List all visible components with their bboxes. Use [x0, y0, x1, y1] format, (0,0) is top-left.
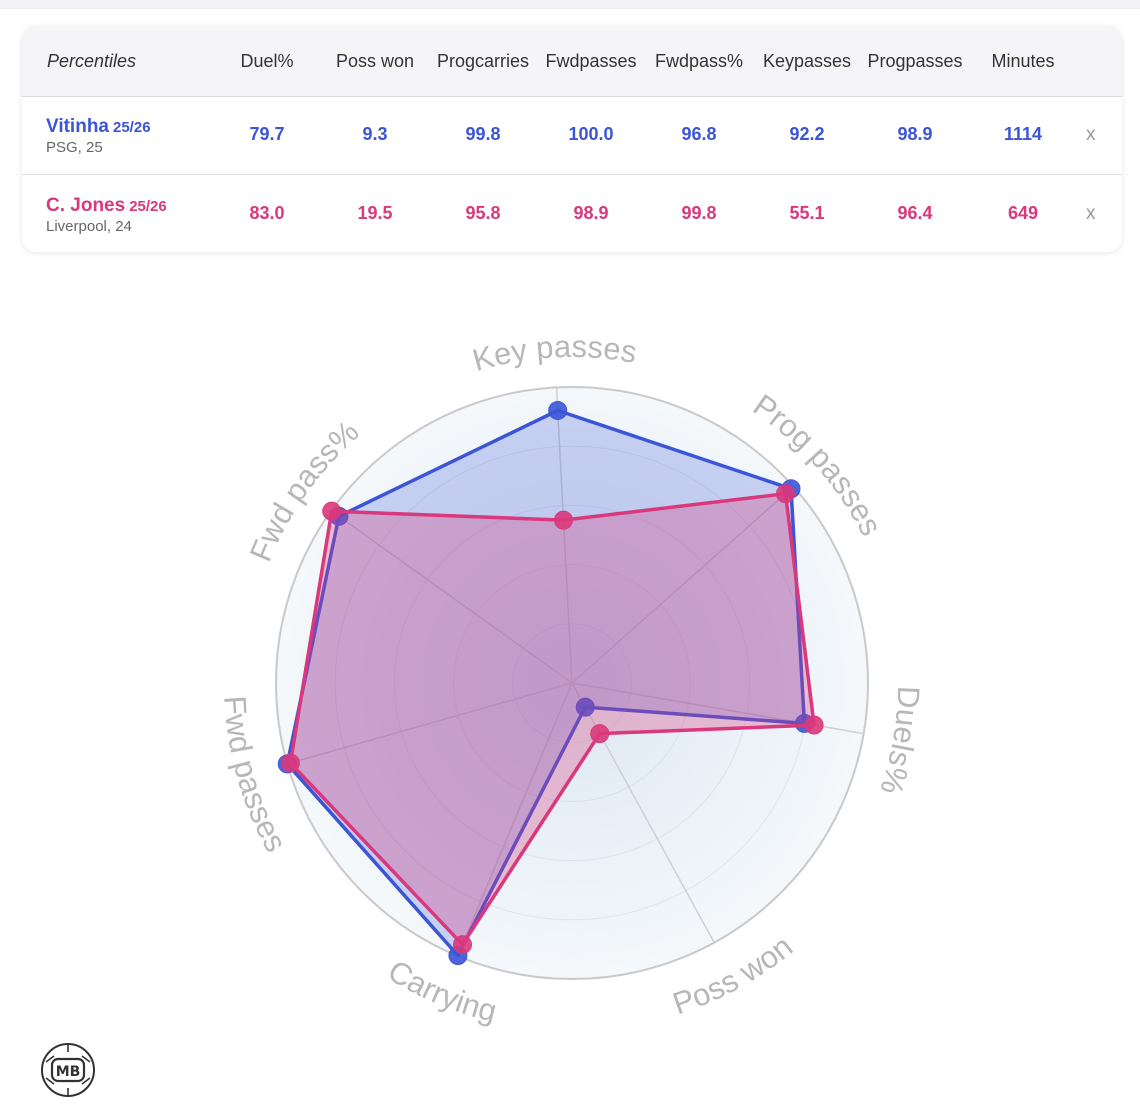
- data-point: [322, 501, 342, 521]
- table-cell: 649: [1007, 203, 1039, 223]
- percentiles-header: Percentiles: [47, 50, 137, 71]
- player-meta: Liverpool, 24: [46, 218, 132, 235]
- table-row-player-1: Vitinha 25/26 PSG, 25 79.7 9.3 99.8 100.0 96.8 9…: [22, 96, 1122, 175]
- column-header-1: Duel%: [240, 51, 294, 71]
- axis-label-1: Key passes: [469, 329, 640, 378]
- player-name[interactable]: Vitinha 25/26: [46, 116, 151, 138]
- table-row-player-2: C. Jones 25/26 Liverpool, 24 83.0 19.5 95.8 98…: [22, 175, 1122, 253]
- data-point: [548, 400, 568, 420]
- table-header: Percentiles Duel% Poss won Prog carries Fwd p…: [22, 26, 1122, 97]
- table-cell: 95.8: [465, 203, 501, 223]
- logo-text: MB: [56, 1064, 81, 1080]
- data-point: [575, 697, 595, 717]
- table-cell: 96.8: [681, 124, 717, 144]
- column-header-4: Fwd passes: [545, 51, 637, 71]
- column-header-2: Poss won: [335, 51, 415, 71]
- data-point: [804, 715, 824, 735]
- radar-spoke-2: [571, 486, 794, 684]
- table-cell: 100.0: [568, 124, 614, 144]
- radar-ring-4: [512, 623, 632, 743]
- column-header-6: Key passes: [762, 51, 852, 71]
- remove-player-button[interactable]: x: [1086, 124, 1096, 145]
- table-cell: 19.5: [357, 203, 393, 223]
- axis-label-3: Duels%: [873, 685, 926, 798]
- data-point: [775, 484, 795, 504]
- table-cell: 99.8: [465, 124, 501, 144]
- series-area-2: [288, 491, 816, 947]
- player-season: 25/26: [129, 198, 167, 215]
- percentiles-table: Percentiles Duel% Poss won Prog carries Fwd p…: [22, 26, 1122, 252]
- column-header-7: Prog passes: [867, 51, 963, 71]
- table-cell: 83.0: [249, 203, 285, 223]
- radar-spoke-1: [555, 387, 573, 684]
- column-header-5: Fwd pass%: [654, 51, 744, 71]
- table-cell: 55.1: [789, 203, 825, 223]
- radar-ring-2: [393, 504, 751, 862]
- series-area-1: [285, 408, 807, 958]
- data-point: [453, 935, 473, 955]
- table-cell: 99.8: [681, 203, 717, 223]
- table-cell: 98.9: [573, 203, 609, 223]
- data-point: [553, 510, 573, 530]
- table-cell: 92.2: [789, 124, 825, 144]
- table-cell: 96.4: [897, 203, 933, 223]
- data-point: [280, 753, 300, 773]
- table-cell: 79.7: [249, 124, 285, 144]
- radar-spoke-6: [287, 682, 573, 765]
- column-header-3: Prog carries: [436, 51, 530, 71]
- player-name-text: C. Jones: [46, 195, 126, 216]
- table-cell: 1114: [1003, 124, 1043, 144]
- radar-spoke-7: [330, 510, 573, 684]
- table-cell: 98.9: [897, 124, 933, 144]
- player-name[interactable]: C. Jones 25/26: [46, 195, 167, 217]
- player-name-text: Vitinha: [46, 116, 109, 137]
- remove-player-button[interactable]: x: [1086, 203, 1096, 224]
- column-header-8: Minutes: [991, 51, 1055, 71]
- data-point: [590, 724, 610, 744]
- mb-logo: MB: [41, 1043, 95, 1097]
- top-strip: [0, 0, 1140, 9]
- player-meta: PSG, 25: [46, 139, 103, 156]
- table-cell: 9.3: [362, 124, 388, 144]
- player-season: 25/26: [113, 119, 151, 136]
- radar-spoke-5: [457, 682, 573, 957]
- radar-ring-3: [453, 564, 691, 802]
